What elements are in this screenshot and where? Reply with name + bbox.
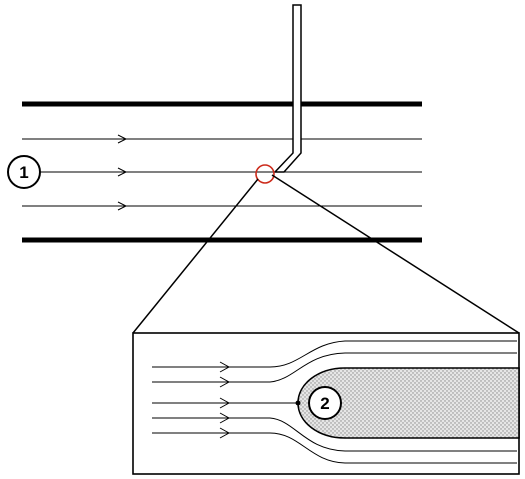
marker-1-circle	[7, 155, 41, 189]
inset-streamline-4	[152, 417, 517, 452]
inset-streamline-1	[152, 340, 517, 368]
inset-streamline-5	[152, 432, 517, 464]
zoom-line-right	[271, 174, 520, 334]
inset-streamline-2	[152, 352, 517, 383]
inset-streamlines	[152, 340, 517, 464]
zoom-line-left	[132, 178, 259, 334]
inset-arrowheads	[219, 361, 231, 439]
probe-rod	[273, 4, 302, 173]
streamline-upper-arrow	[117, 134, 128, 144]
highlight-circle	[255, 164, 275, 184]
stagnation-point	[295, 400, 301, 406]
streamline-center-arrow	[117, 167, 128, 177]
streamline-lower-arrow	[117, 201, 128, 211]
marker-2-circle	[308, 386, 342, 420]
marker-1-label: 1	[19, 163, 28, 182]
marker-2-label: 2	[320, 394, 329, 413]
